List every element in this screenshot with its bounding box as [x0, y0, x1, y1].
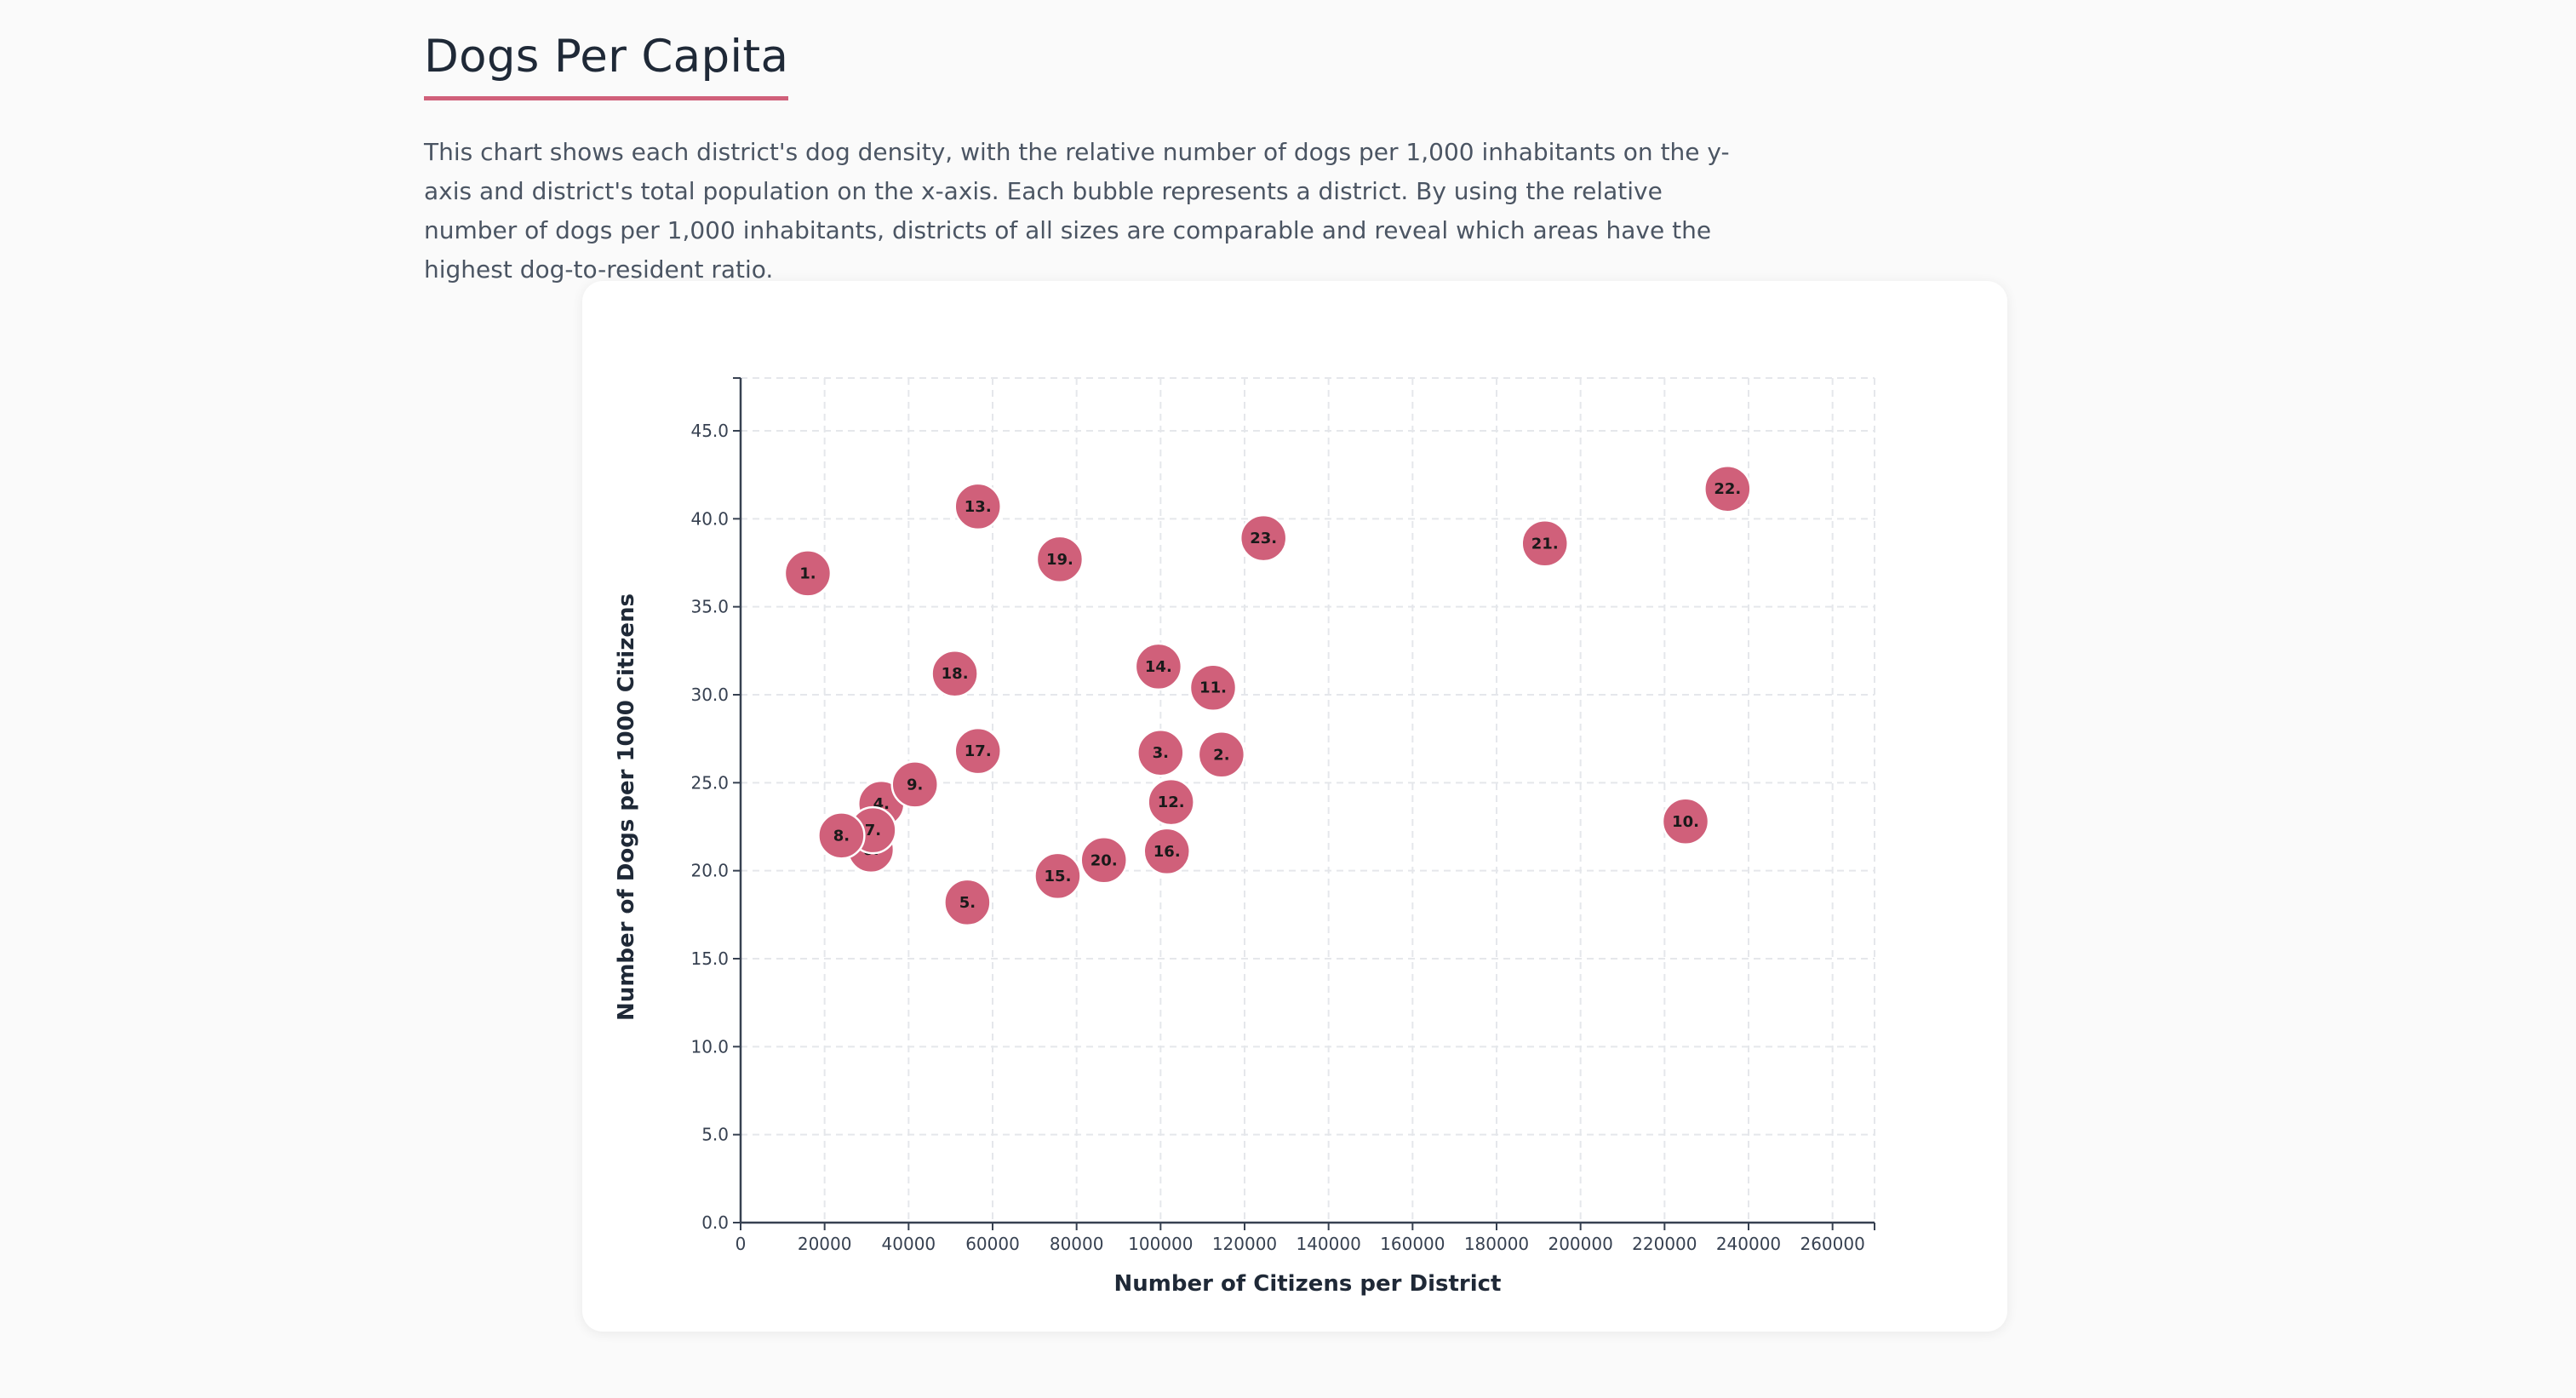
y-tick-label: 45.0: [690, 421, 729, 441]
x-tick-label: 260000: [1800, 1234, 1864, 1254]
bubbles: 1.2.3.4.5.6.7.8.9.10.11.12.13.14.15.16.1…: [783, 464, 1752, 927]
scatter-chart: 0 20000 40000 60000 80000 100000 120000 140000 1…: [614, 377, 1875, 1297]
bubble-circle: [1661, 797, 1710, 846]
bubble-circle: [1136, 728, 1185, 777]
bubble-circle: [1134, 642, 1183, 691]
bubble: 17.: [953, 726, 1002, 776]
bubble: 19.: [1035, 535, 1085, 584]
y-tick-label: 0.0: [701, 1212, 729, 1233]
bubble: 15.: [1033, 851, 1082, 901]
bubble: 3.: [1136, 728, 1185, 777]
chart-card: 0 20000 40000 60000 80000 100000 120000 140000 1…: [582, 281, 2007, 1332]
x-axis-title: Number of Citizens per District: [1114, 1271, 1502, 1297]
chart-description: This chart shows each district's dog den…: [424, 138, 1730, 284]
bubble-circle: [1703, 464, 1752, 513]
y-tick-label: 10.0: [690, 1036, 729, 1057]
bubble: 23.: [1239, 513, 1288, 563]
bubble-circle: [1520, 519, 1569, 568]
bubble-label: 16.: [1153, 843, 1181, 861]
bubble-label: 15.: [1045, 868, 1072, 885]
bubble-label: 8.: [833, 827, 850, 845]
bubble: 9.: [890, 760, 939, 809]
bubble-label: 21.: [1531, 535, 1559, 553]
bubble: 12.: [1147, 777, 1195, 827]
x-tick-label: 60000: [965, 1234, 1020, 1254]
bubble: 10.: [1661, 797, 1710, 846]
grid-lines: [741, 377, 1875, 1223]
x-tick-label: 80000: [1050, 1234, 1104, 1254]
bubble-circle: [1142, 827, 1191, 876]
bubble-label: 5.: [959, 894, 976, 912]
bubble-circle: [1079, 836, 1128, 885]
bubble: 18.: [930, 649, 979, 698]
bubble-circle: [953, 482, 1002, 531]
bubble-label: 20.: [1091, 851, 1118, 869]
bubble: 14.: [1134, 642, 1183, 691]
y-tick-label: 15.0: [690, 948, 729, 969]
bubble-circle: [1033, 851, 1082, 901]
x-tick-label: 100000: [1128, 1234, 1193, 1254]
bubble-circle: [1147, 777, 1195, 827]
bubble-circle: [1188, 663, 1238, 712]
bubble-circle: [943, 878, 992, 927]
bubble-circle: [817, 811, 866, 860]
y-tick-label: 40.0: [690, 508, 729, 529]
bubble-label: 7.: [865, 822, 881, 839]
bubble-circle: [1035, 535, 1085, 584]
bubble: 1.: [783, 549, 833, 598]
x-tick-label: 20000: [798, 1234, 852, 1254]
y-tick-label: 30.0: [690, 685, 729, 705]
bubble-label: 3.: [1153, 744, 1169, 762]
y-tick-label: 25.0: [690, 772, 729, 793]
bubble-label: 12.: [1158, 794, 1185, 811]
bubble-label: 14.: [1145, 658, 1172, 676]
bubble-label: 18.: [942, 665, 969, 683]
bubble-label: 17.: [965, 742, 992, 760]
bubble: 13.: [953, 482, 1002, 531]
x-tick-label: 120000: [1212, 1234, 1277, 1254]
bubble-circle: [953, 726, 1002, 776]
y-tick-label: 5.0: [701, 1125, 729, 1145]
bubble-label: 23.: [1250, 530, 1277, 547]
bubble-label: 2.: [1213, 746, 1229, 764]
bubble-label: 19.: [1046, 551, 1073, 569]
x-tick-label: 160000: [1380, 1234, 1445, 1254]
y-axis-title: Number of Dogs per 1000 Citizens: [614, 593, 639, 1021]
bubble: 5.: [943, 878, 992, 927]
x-tick-label: 220000: [1632, 1234, 1697, 1254]
bubble: 21.: [1520, 519, 1569, 568]
bubble-label: 22.: [1714, 480, 1741, 498]
bubble: 2.: [1197, 731, 1246, 779]
bubble-circle: [1239, 513, 1288, 563]
bubble-label: 13.: [965, 498, 992, 516]
bubble-label: 10.: [1672, 813, 1699, 831]
x-tick-label: 0: [736, 1234, 747, 1254]
bubble-label: 9.: [907, 776, 923, 794]
bubble-circle: [890, 760, 939, 809]
x-tick-label: 180000: [1464, 1234, 1529, 1254]
x-tick-label: 200000: [1548, 1234, 1612, 1254]
bubble-label: 11.: [1199, 679, 1227, 697]
bubble-circle: [1197, 731, 1246, 779]
bubble: 11.: [1188, 663, 1238, 712]
x-tick-label: 240000: [1716, 1234, 1781, 1254]
bubble-circle: [783, 549, 833, 598]
x-tick-label: 40000: [882, 1234, 936, 1254]
page-title: Dogs Per Capita: [424, 31, 789, 100]
bubble: 20.: [1079, 836, 1128, 885]
y-tick-label: 35.0: [690, 597, 729, 617]
axes: 0 20000 40000 60000 80000 100000 120000 140000 1…: [690, 377, 1875, 1254]
bubble-circle: [930, 649, 979, 698]
bubble: 8.: [817, 811, 866, 860]
x-tick-label: 140000: [1296, 1234, 1360, 1254]
bubble-label: 1.: [799, 564, 816, 582]
bubble: 22.: [1703, 464, 1752, 513]
bubble: 16.: [1142, 827, 1191, 876]
y-tick-label: 20.0: [690, 861, 729, 881]
page-header: Dogs Per Capita This chart shows each di…: [424, 31, 2007, 289]
